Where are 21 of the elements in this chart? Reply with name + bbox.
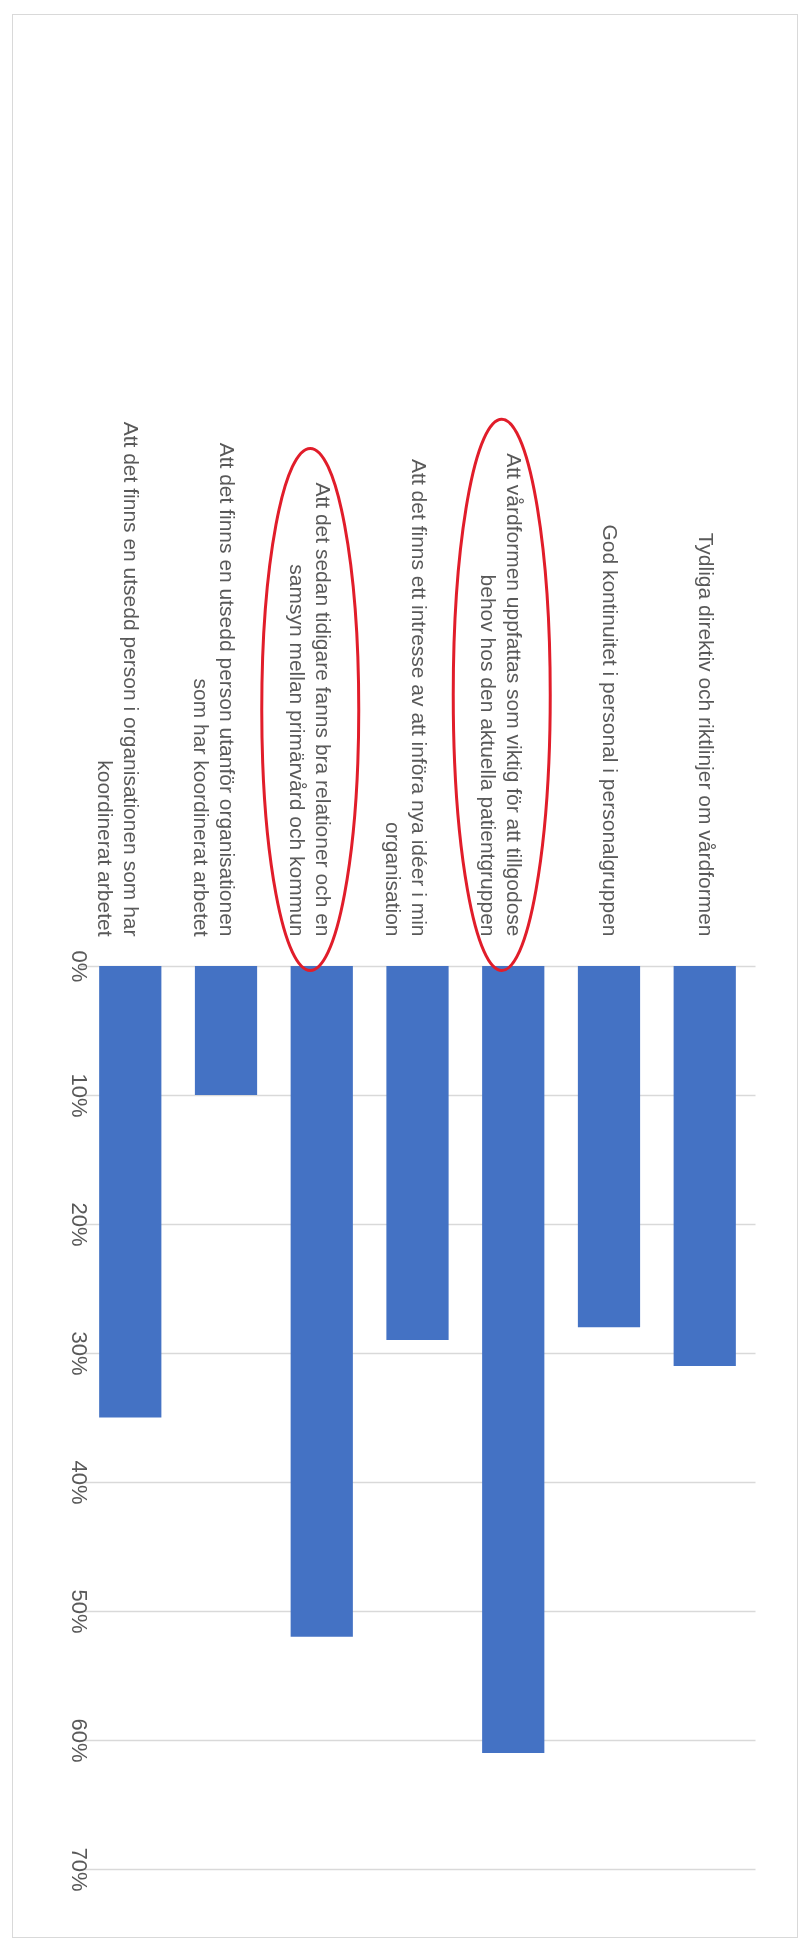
y-tick-label: 70% bbox=[66, 1847, 92, 1892]
bar bbox=[673, 966, 736, 1366]
y-tick-label: 60% bbox=[66, 1718, 92, 1763]
y-tick-label: 50% bbox=[66, 1589, 92, 1634]
bar bbox=[577, 966, 641, 1328]
x-tick-label: Att det finns en utsedd person utanför organisationen som har koordinerat arbetet bbox=[190, 442, 240, 937]
y-tick-label: 20% bbox=[66, 1202, 92, 1247]
bar bbox=[194, 966, 258, 1095]
bar bbox=[99, 966, 162, 1418]
y-tick-label: 10% bbox=[66, 1073, 92, 1118]
y-tick-label: 0% bbox=[66, 950, 92, 983]
x-tick-label: Att det finns ett intresse av att införa nya idéer i min organisation bbox=[381, 459, 431, 937]
y-tick-label: 30% bbox=[66, 1331, 92, 1376]
bar bbox=[386, 966, 449, 1341]
x-tick-label: Att det sedan tidigare fanns bra relationer och en samsyn mellan primärvård och kommun bbox=[285, 482, 335, 937]
x-tick-label: Att det finns en utsedd person i organisationen som har koordinerat arbetet bbox=[94, 421, 144, 937]
x-tick-label: Tydliga direktiv och riktlinjer om vårdformen bbox=[694, 532, 718, 937]
x-tick-label: God kontinuitet i personal i personalgruppen bbox=[598, 524, 622, 937]
bar bbox=[482, 966, 545, 1753]
y-tick-label: 40% bbox=[66, 1460, 92, 1505]
bar bbox=[290, 966, 353, 1637]
